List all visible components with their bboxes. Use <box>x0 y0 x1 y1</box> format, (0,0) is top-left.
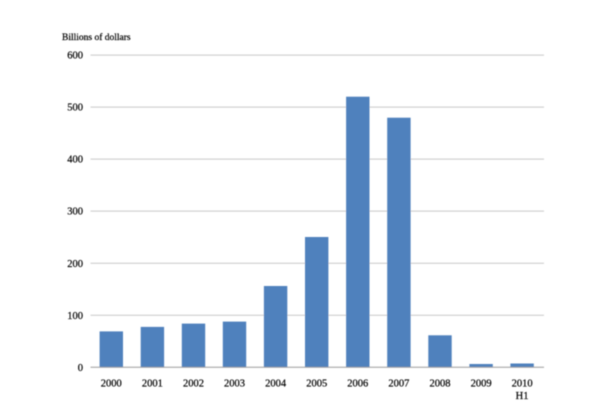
svg-text:2007: 2007 <box>388 378 409 389</box>
svg-text:2003: 2003 <box>224 378 245 389</box>
svg-text:200: 200 <box>67 259 83 270</box>
svg-text:600: 600 <box>67 51 83 62</box>
svg-text:400: 400 <box>67 155 83 166</box>
svg-text:0: 0 <box>78 363 83 374</box>
svg-text:2005: 2005 <box>306 378 327 389</box>
svg-text:2010: 2010 <box>512 378 533 389</box>
svg-text:2000: 2000 <box>101 378 122 389</box>
svg-text:2004: 2004 <box>265 378 287 389</box>
svg-text:500: 500 <box>67 103 83 114</box>
svg-text:H1: H1 <box>516 391 529 402</box>
svg-text:2006: 2006 <box>347 378 368 389</box>
svg-text:2009: 2009 <box>471 378 492 389</box>
svg-text:300: 300 <box>67 207 83 218</box>
svg-text:2002: 2002 <box>183 378 204 389</box>
svg-text:100: 100 <box>67 311 83 322</box>
svg-text:2008: 2008 <box>430 378 451 389</box>
svg-text:Billions of dollars: Billions of dollars <box>62 32 131 43</box>
svg-text:2001: 2001 <box>142 378 163 389</box>
